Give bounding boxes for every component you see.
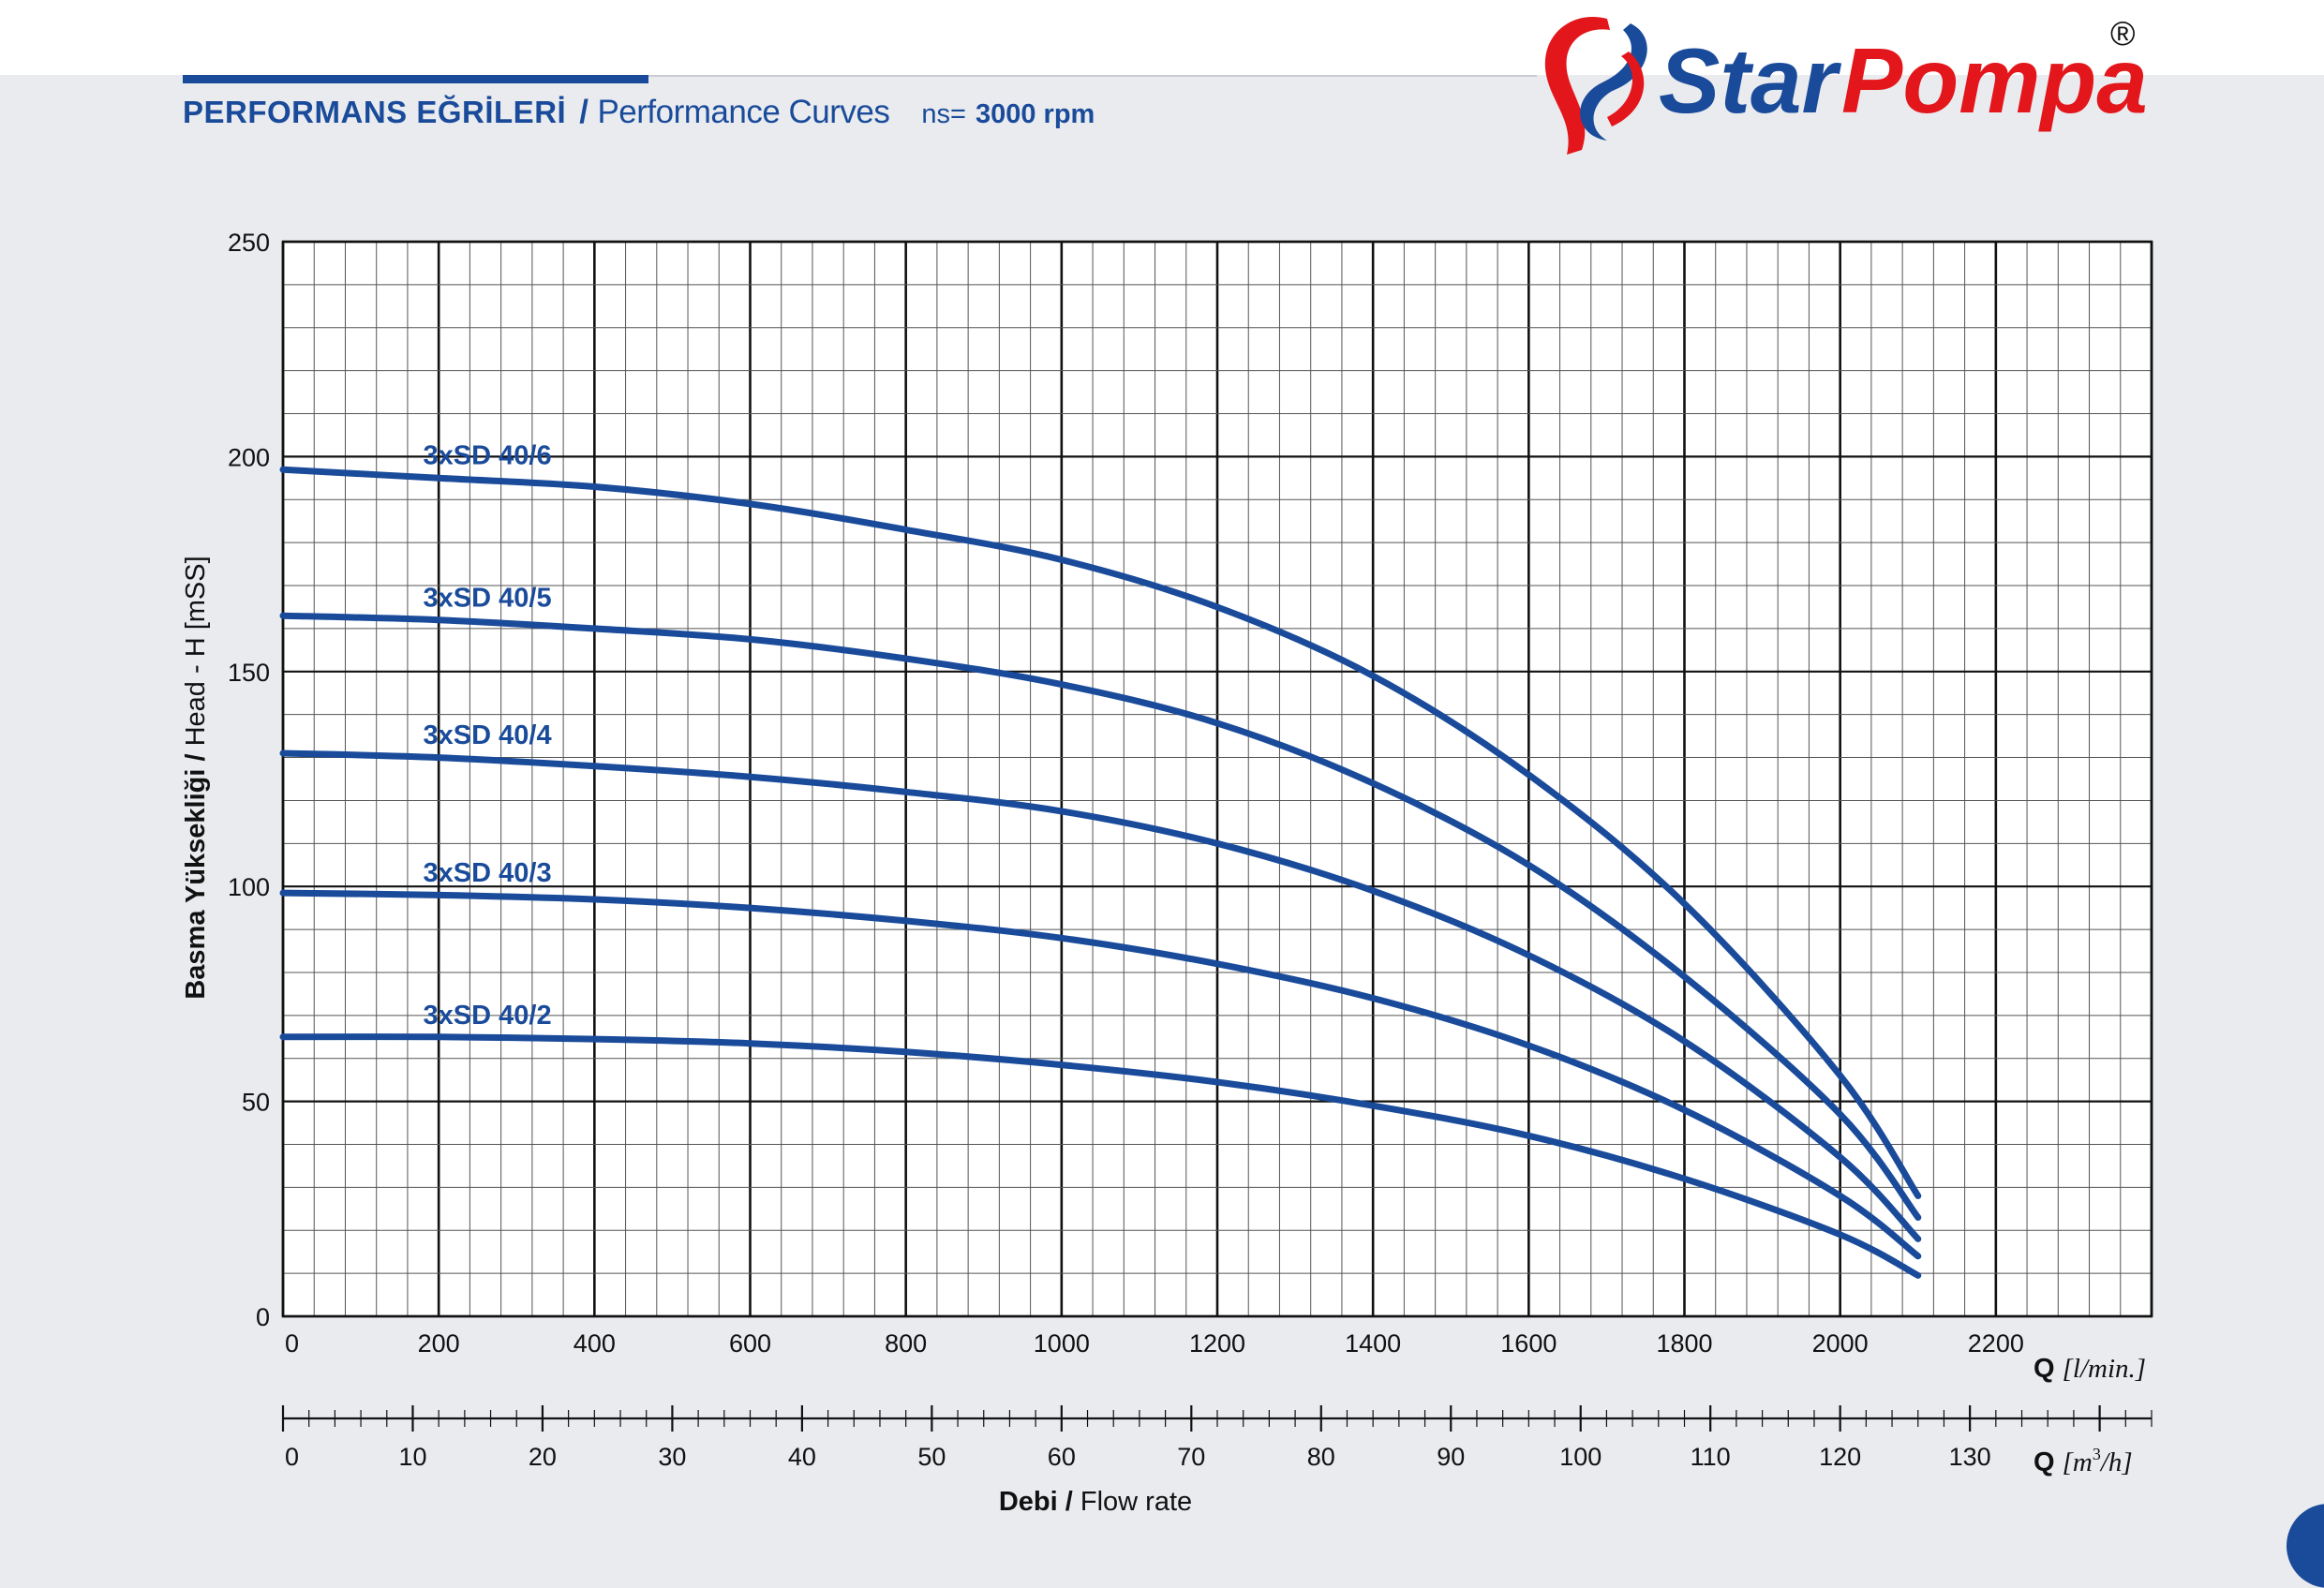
speed-value: 3000 rpm — [975, 99, 1095, 129]
plot-frame — [281, 240, 2153, 1318]
secondary-tick-label: 10 — [398, 1443, 426, 1471]
x-tick-label: 1600 — [1500, 1329, 1557, 1358]
series-label-5: 3xSD 40/2 — [424, 1001, 552, 1031]
secondary-tick-label: 70 — [1177, 1443, 1205, 1471]
secondary-tick-label: 60 — [1048, 1443, 1076, 1471]
flow-rate-title: Debi / Flow rate — [999, 1487, 1192, 1517]
registered-mark: ® — [2110, 14, 2136, 52]
logo-swoosh-icon — [1544, 17, 1647, 155]
x-axis-title-m3h: Q [m3/h] — [2034, 1445, 2133, 1477]
series-group: 3xSD 40/6 3xSD 40/5 3xSD 40/4 3xSD 40/3 3xSD… — [279, 440, 1922, 1279]
x-tick-label: 2200 — [1968, 1329, 2024, 1358]
header-divider — [648, 75, 1537, 77]
x-tick-label: 2000 — [1812, 1329, 1869, 1358]
header-band — [0, 0, 2324, 75]
series-label-2: 3xSD 40/5 — [424, 583, 552, 613]
x-tick-label: 800 — [885, 1329, 927, 1358]
secondary-tick-label: 30 — [658, 1443, 686, 1471]
secondary-tick-label: 80 — [1307, 1443, 1335, 1471]
page-header: PERFORMANS EĞRİLERİ / Performance Curves … — [183, 94, 1095, 141]
y-tick-label: 0 — [256, 1303, 270, 1331]
x-axis-title-lmin: Q [l/min.] — [2034, 1354, 2146, 1384]
series-line-1 — [279, 466, 1922, 1199]
title-turkish: PERFORMANS EĞRİLERİ — [183, 95, 567, 129]
secondary-x-axis: 0 10 20 30 40 50 60 70 80 90 100 110 120 130 — [281, 1405, 2153, 1471]
y-tick-label: 50 — [242, 1089, 270, 1117]
x-tick-label: 1200 — [1189, 1329, 1245, 1358]
flow-rate-title-en: Flow rate — [1073, 1487, 1192, 1517]
x-tick-label: 1800 — [1656, 1329, 1712, 1358]
x-tick-label: 1400 — [1345, 1329, 1401, 1358]
series-label-1: 3xSD 40/6 — [424, 440, 552, 470]
flow-rate-title-tr: Debi / — [999, 1487, 1073, 1517]
x-axis-unit-m3h-pre: [m — [2063, 1447, 2093, 1477]
series-line-2 — [279, 612, 1922, 1221]
series-label-3: 3xSD 40/4 — [424, 720, 552, 750]
secondary-tick-label: 110 — [1691, 1443, 1731, 1471]
secondary-tick-label: 40 — [788, 1443, 816, 1471]
title-english: Performance Curves — [597, 94, 890, 130]
y-tick-label: 150 — [228, 659, 270, 687]
y-axis-title-tr: Basma Yüksekliği / — [181, 746, 211, 999]
secondary-tick-label: 20 — [529, 1443, 557, 1471]
secondary-tick-label: 50 — [917, 1443, 946, 1471]
y-tick-label: 100 — [228, 873, 270, 901]
header-accent-rule — [183, 75, 648, 83]
title-separator: / — [579, 94, 588, 130]
series-line-4 — [279, 889, 1922, 1260]
x-tick-label: 600 — [729, 1329, 771, 1358]
series-line-5 — [279, 1033, 1922, 1279]
secondary-tick-label: 90 — [1437, 1443, 1465, 1471]
x-axis-unit-m3h-post: /h] — [2099, 1447, 2133, 1477]
x-axis-unit-m3h-sup: 3 — [2093, 1445, 2101, 1463]
secondary-tick-label: 120 — [1819, 1443, 1861, 1471]
y-tick-label: 250 — [228, 229, 270, 257]
x-tick-label: 0 — [285, 1329, 299, 1358]
y-tick-label: 200 — [228, 443, 270, 471]
y-axis-title-en: Head - H [mSS] — [181, 556, 211, 746]
x-axis-unit-lmin: [l/min.] — [2063, 1354, 2146, 1384]
x-tick-label: 1000 — [1034, 1329, 1090, 1358]
title-english-group: / Performance Curves — [579, 94, 890, 131]
logo-word-star: Star — [1659, 29, 1842, 132]
star-pompa-logo: Star Pompa ® — [1544, 14, 2148, 155]
logo-word-pompa: Pompa — [1841, 29, 2148, 132]
x-tick-label: 400 — [574, 1329, 616, 1358]
secondary-tick-label: 130 — [1949, 1443, 1991, 1471]
series-label-4: 3xSD 40/3 — [424, 858, 552, 888]
series-line-3 — [279, 749, 1922, 1242]
y-axis-title: Basma Yüksekliği / Head - H [mSS] — [181, 556, 211, 999]
x-axis-q-symbol: Q — [2034, 1354, 2063, 1384]
secondary-tick-label: 100 — [1559, 1443, 1601, 1471]
speed-label: ns= — [921, 99, 966, 129]
secondary-tick-label: 0 — [285, 1443, 299, 1471]
x-tick-label: 200 — [418, 1329, 460, 1358]
x-axis-q-symbol: Q — [2034, 1447, 2063, 1477]
